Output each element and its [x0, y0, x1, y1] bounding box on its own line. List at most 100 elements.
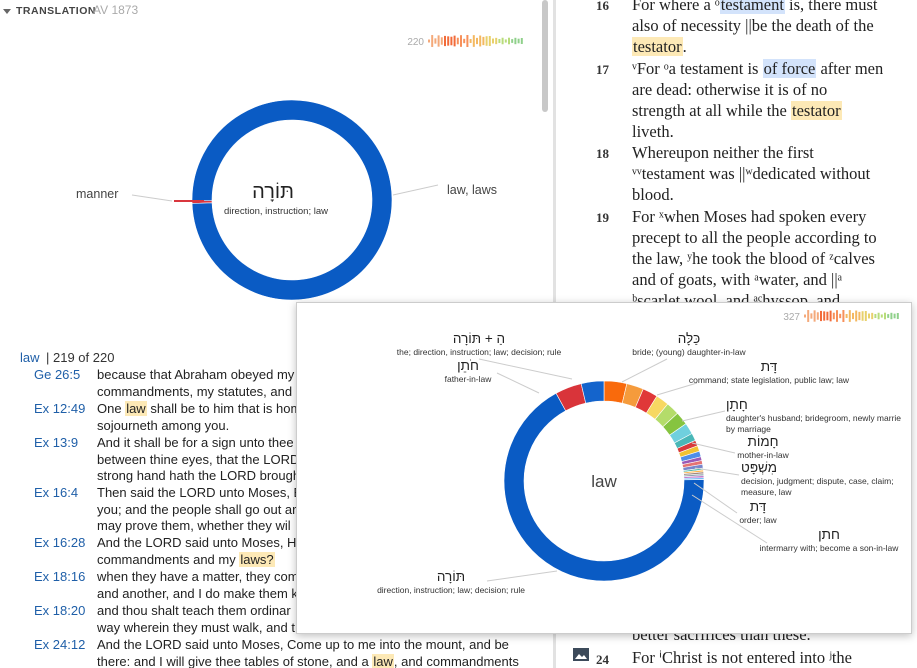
text-run: blood. [632, 185, 674, 204]
collapse-arrow[interactable] [2, 6, 12, 16]
text-run: strength at all while the [632, 100, 791, 120]
waveform-bar [839, 313, 842, 319]
label-gloss: decision, judgment; dispute, case, claim… [741, 476, 894, 486]
waveform-bar [460, 35, 462, 47]
text-run: testator [632, 37, 683, 56]
label-word: חתן [818, 527, 840, 542]
label-gloss: bride; (young) daughter-in-law [632, 347, 746, 357]
text-run: law [372, 653, 394, 668]
text-run: testament [719, 0, 785, 14]
text-run: you; and the people shall go out ar [97, 501, 297, 517]
waveform-bar [485, 36, 488, 46]
verse-ref: Ge 26:5 [34, 367, 81, 382]
waveform-bar [492, 38, 494, 44]
waveform-bar [893, 313, 896, 319]
waveform-bar [845, 314, 848, 318]
text-line: are dead: otherwise it is of no [632, 79, 827, 100]
waveform-bar [880, 314, 883, 318]
text-run: sojourneth among you. [97, 417, 230, 433]
waveform-bar [816, 312, 819, 320]
label-gloss: by marriage [726, 424, 771, 434]
waveform-bar [877, 312, 880, 320]
text-run: And the LORD said unto Moses, Come up to… [97, 637, 509, 652]
verse-number: 17 [596, 61, 609, 77]
text-run: ᵛᵛtestament was ||ʷdedicated without [632, 164, 871, 183]
text-line: liveth. [632, 121, 674, 142]
text-run: precept to all the people according to [632, 227, 877, 247]
waveform-bar [868, 313, 870, 319]
center-label: law [591, 472, 617, 491]
leader-line [691, 494, 768, 544]
text-run: One [97, 401, 126, 416]
waveform-bar [804, 314, 806, 318]
leader-line [693, 482, 738, 514]
text-run: is, there must [784, 0, 878, 14]
waveform-bar [861, 311, 864, 321]
waveform-bar [842, 310, 845, 322]
waveform-bar [832, 312, 835, 320]
text-run: may prove them, whether they wil [97, 518, 291, 534]
waveform-bar [488, 36, 491, 46]
text-line: there: and I will give thee tables of st… [97, 653, 519, 668]
waveform-bar [864, 311, 867, 321]
waveform-bar [469, 39, 472, 43]
donut-segment [580, 380, 605, 404]
text-line: the law, ʸhe took the blood of ᶻcalves [632, 248, 875, 269]
center-word: תּוֹרָה [252, 181, 294, 203]
label-word: חָתָן [726, 397, 748, 412]
label-gloss: mother-in-law [737, 450, 789, 460]
verse-ref: Ex 16:4 [34, 485, 79, 500]
text-run: when they have a matter, they com [97, 569, 299, 584]
text-run: because that Abraham obeyed my [97, 367, 295, 382]
donut-segment [503, 392, 705, 582]
list-count: | 219 of 220 [46, 350, 115, 365]
leader-line [621, 358, 668, 383]
text-run: also of necessity ||be the death of the [632, 16, 874, 35]
text-line: testator. [632, 36, 687, 57]
verse-number: 24 [596, 652, 609, 667]
text-run: way wherein they must walk, and t [97, 619, 295, 635]
text-line: commandments, my statutes, and [97, 384, 292, 401]
text-run: testator [791, 100, 842, 120]
label-word: דָּת [750, 499, 767, 514]
text-run: of force [762, 58, 817, 78]
waveform-bar [810, 313, 813, 319]
leader-line [486, 570, 558, 582]
waveform-bar [482, 36, 485, 46]
verse-number: 16 [596, 0, 609, 13]
text-run: laws? [239, 551, 275, 567]
leader-line [694, 467, 740, 476]
text-line: For where a ᵒtestament is, there must [632, 0, 878, 15]
waveform-bar [826, 311, 829, 321]
text-run: are dead: otherwise it is of no [632, 79, 828, 99]
verse-number: 19 [596, 209, 609, 225]
waveform-bar [447, 36, 450, 46]
text-line: and another, and I do make them k [97, 586, 298, 603]
text-line: commandments and my laws? [97, 551, 275, 569]
waveform-bar [852, 312, 854, 320]
text-line: blood. [632, 184, 674, 205]
waveform-bar [871, 312, 874, 320]
text-line: And it shall be for a sign unto thee [97, 435, 294, 452]
left-donut-chart: 220 manner law, laws תּוֹרָה direction, inst… [76, 35, 523, 301]
label-gloss: daughter's husband; bridegroom, newly ma… [726, 413, 901, 423]
scrollbar[interactable] [542, 0, 548, 112]
verse-ref: Ex 24:12 [34, 637, 86, 652]
waveform-bar [829, 310, 832, 322]
text-run: commandments, my statutes, and [97, 383, 293, 399]
label-gloss: order; law [739, 515, 777, 525]
image-icon[interactable] [572, 647, 590, 663]
label-gloss: intermarry with; become a son-in-law [760, 543, 900, 553]
verse-text: For ⁱChrist is not entered into ʲthe [632, 648, 852, 667]
text-line: you; and the people shall go out ar [97, 502, 296, 519]
center-gloss: direction, instruction; law [224, 206, 328, 217]
waveform-bar [431, 35, 434, 47]
waveform-bar [479, 35, 482, 47]
waveform-bar [823, 311, 826, 321]
text-line: when they have a matter, they com [97, 569, 299, 586]
text-line: strength at all while the testator [632, 100, 842, 121]
waveform-bar [476, 37, 478, 45]
waveform-bar [874, 313, 877, 319]
text-line: sojourneth among you. [97, 418, 229, 435]
